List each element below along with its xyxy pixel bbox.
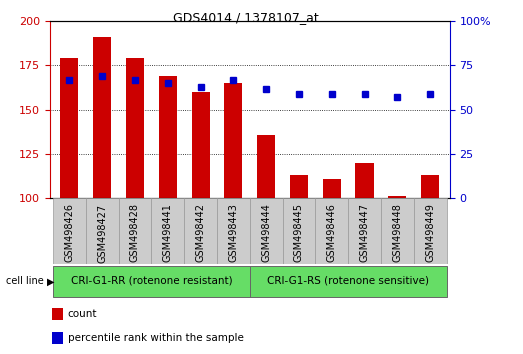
Text: GSM498448: GSM498448	[392, 204, 402, 262]
Text: percentile rank within the sample: percentile rank within the sample	[67, 333, 244, 343]
Text: GSM498442: GSM498442	[196, 204, 206, 262]
Bar	[184, 198, 217, 264]
Bar	[60, 58, 78, 198]
Text: GSM498447: GSM498447	[359, 204, 370, 262]
Text: GDS4014 / 1378107_at: GDS4014 / 1378107_at	[173, 11, 319, 24]
Bar	[52, 332, 63, 344]
Bar	[191, 92, 210, 198]
Text: CRI-G1-RR (rotenone resistant): CRI-G1-RR (rotenone resistant)	[71, 276, 232, 286]
Bar	[414, 198, 447, 264]
Bar	[257, 135, 275, 198]
Bar	[53, 198, 86, 264]
Bar	[53, 266, 250, 297]
Text: GSM498441: GSM498441	[163, 204, 173, 262]
Text: GSM498444: GSM498444	[261, 204, 271, 262]
Bar	[52, 308, 63, 320]
Text: ▶: ▶	[47, 276, 54, 286]
Bar	[421, 175, 439, 198]
Bar	[323, 179, 341, 198]
Text: GSM498426: GSM498426	[64, 204, 74, 262]
Text: CRI-G1-RS (rotenone sensitive): CRI-G1-RS (rotenone sensitive)	[267, 276, 429, 286]
Text: GSM498446: GSM498446	[327, 204, 337, 262]
Text: GSM498427: GSM498427	[97, 204, 107, 263]
Bar	[356, 163, 373, 198]
Bar	[119, 198, 151, 264]
Text: GSM498449: GSM498449	[425, 204, 435, 262]
Text: GSM498445: GSM498445	[294, 204, 304, 262]
Bar	[315, 198, 348, 264]
Text: GSM498428: GSM498428	[130, 204, 140, 262]
Bar	[250, 198, 282, 264]
Bar	[86, 198, 119, 264]
Text: cell line: cell line	[6, 276, 47, 286]
Bar	[217, 198, 250, 264]
Bar	[250, 266, 447, 297]
Text: GSM498443: GSM498443	[229, 204, 238, 262]
Bar	[151, 198, 184, 264]
Bar	[158, 76, 177, 198]
Bar	[290, 175, 308, 198]
Bar	[348, 198, 381, 264]
Bar	[388, 196, 406, 198]
Text: count: count	[67, 309, 97, 319]
Bar	[93, 37, 111, 198]
Bar	[224, 83, 242, 198]
Bar	[126, 58, 144, 198]
Bar	[282, 198, 315, 264]
Bar	[381, 198, 414, 264]
